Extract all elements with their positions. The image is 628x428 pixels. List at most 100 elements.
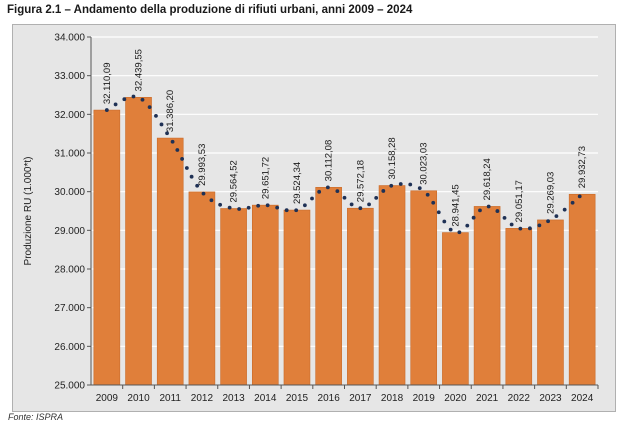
trend-dot [537,223,542,228]
x-tick-label: 2010 [127,393,150,404]
trend-dot [180,157,185,161]
y-tick-label: 33.000 [54,71,85,82]
trend-dot [442,219,447,224]
x-tick-label: 2019 [413,393,436,404]
x-tick-label: 2024 [571,393,594,404]
trend-dot [104,108,109,112]
data-label: 29.564,52 [229,160,240,202]
trend-dot [546,219,550,224]
bar [410,190,438,386]
data-label: 29.651,72 [260,157,271,199]
y-tick-label: 26.000 [54,342,85,353]
trend-dot [478,208,482,213]
bar [93,109,121,386]
data-label: 31.386,20 [165,90,176,132]
trend-dot [175,148,180,152]
y-tick-label: 29.000 [54,226,85,237]
bar [347,207,374,386]
trend-dot [495,209,500,213]
trend-dot [310,196,314,201]
figure-title: Figura 2.1 – Andamento della produzione … [7,4,413,16]
y-axis-label: Produzione RU (1.000*t) [23,157,34,266]
trend-dot [184,166,189,170]
trend-dot [325,185,330,190]
data-label: 29.051,17 [514,180,525,222]
bar [442,232,469,386]
x-tick-label: 2021 [476,393,499,404]
data-label: 29.269,03 [545,172,556,214]
trend-dot [147,105,152,110]
trend-dot [436,210,441,215]
trend-dot [131,94,136,99]
data-label: 29.572,18 [355,160,366,202]
data-label: 29.524,34 [292,162,303,204]
data-label: 30.023,03 [419,143,430,185]
trend-dot [577,194,582,199]
bar [315,187,342,386]
trend-dot [471,215,476,220]
trend-dot [509,222,514,227]
y-tick-label: 32.000 [54,110,85,121]
x-tick-label: 2015 [286,393,309,404]
data-label: 30.112,08 [324,140,335,182]
trend-dot [122,97,127,102]
trend-dot [317,189,322,194]
trend-dot [294,208,299,213]
chart-panel: 32.110,09 32.439,55 31.386,20 29.993,53 29.5… [12,24,616,412]
x-tick-label: 2016 [318,393,341,404]
trend-dots [104,94,582,235]
x-tick-label: 2009 [96,393,119,404]
bar [220,208,247,386]
bar-chart: 32.110,09 32.439,55 31.386,20 29.993,53 29.5… [23,33,599,404]
trend-dot [189,174,194,179]
y-tick-label: 30.000 [54,187,85,198]
trend-dot [342,195,347,200]
data-labels: 32.110,09 32.439,55 31.386,20 29.993,53 29.5… [102,49,588,227]
trend-dot [398,182,403,186]
x-tick-label: 2018 [381,393,404,404]
trend-dot [349,202,354,207]
y-tick-label: 34.000 [54,33,85,44]
trend-dot [284,208,289,213]
bar [188,191,216,386]
x-tick-label: 2017 [349,393,372,404]
trend-dot [465,223,470,228]
trend-dot [431,200,436,205]
trend-dot [227,205,232,210]
data-label: 32.439,55 [134,49,145,91]
trend-dot [417,186,422,191]
x-tick-label: 2011 [159,393,181,404]
y-tick-label: 27.000 [54,303,85,314]
bar [156,137,184,386]
trend-dot [502,215,507,220]
bar [283,209,311,386]
y-tick-label: 31.000 [54,149,85,160]
x-tick-label: 2020 [444,393,467,404]
trend-dot [374,195,379,200]
y-tick-label: 28.000 [54,265,85,276]
trend-dot [527,226,532,231]
trend-dot [113,102,118,107]
trend-dot [201,191,206,196]
trend-dot [170,139,175,144]
x-tick-label: 2022 [508,393,531,404]
bar [125,97,152,386]
trend-dot [381,189,386,193]
bars [93,97,596,386]
trend-dot [302,203,307,208]
trend-dot [408,182,413,187]
trend-dot [265,203,270,208]
data-label: 32.110,09 [102,63,113,105]
data-label: 29.618,24 [482,158,493,200]
source-note: Fonte: ISPRA [8,412,64,422]
trend-dot [237,207,242,211]
trend-dot [518,226,523,231]
trend-dot [209,198,214,203]
trend-dot [335,189,340,194]
trend-dot [389,183,394,188]
bar [568,193,596,386]
trend-dot [256,203,261,208]
x-tick-label: 2013 [222,393,245,404]
x-tick-label: 2023 [539,393,562,404]
trend-dot [154,113,158,118]
